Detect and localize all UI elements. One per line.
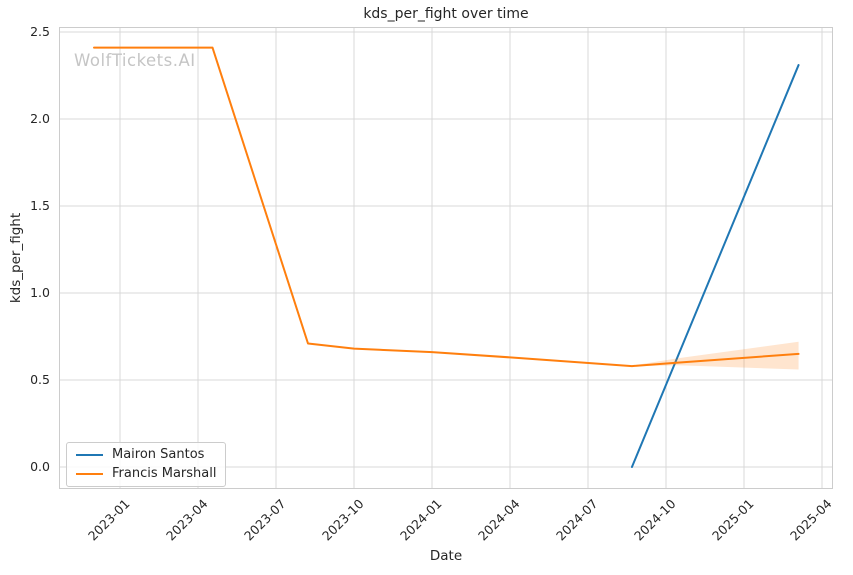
watermark-text: WolfTickets.AI [74,51,196,70]
y-tick-label: 0.0 [30,459,50,474]
series-line-francis-marshall [93,46,800,368]
plot-border [59,27,833,489]
legend-item-mairon-santos: Mairon Santos [76,448,216,462]
chart-title: kds_per_fight over time [363,6,529,22]
legend-line-swatch-blue [76,454,103,456]
y-tick-label: 2.0 [30,111,50,126]
legend-label: Francis Marshall [112,466,217,481]
legend-label: Mairon Santos [112,447,205,462]
y-tick-label: 2.5 [30,24,50,39]
legend-item-francis-marshall: Francis Marshall [76,467,216,481]
y-tick-label: 1.0 [30,285,50,300]
series-line-mairon-santos [630,64,800,468]
y-tick-label: 1.5 [30,198,50,213]
x-axis-label: Date [429,548,463,564]
legend: Mairon Santos Francis Marshall [66,442,227,487]
y-axis-label: kds_per_fight [8,212,24,304]
y-tick-label: 0.5 [30,372,50,387]
legend-line-swatch-orange [76,473,103,475]
